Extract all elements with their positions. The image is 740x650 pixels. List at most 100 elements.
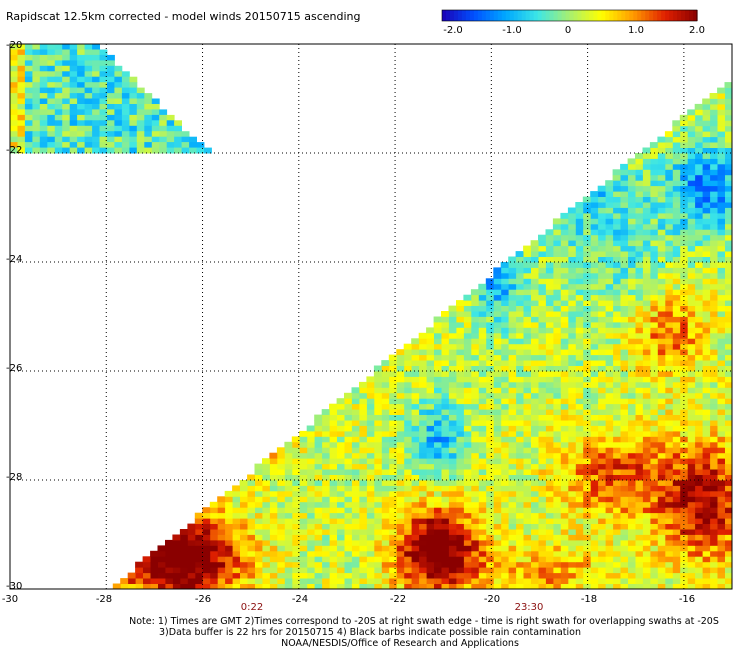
heatmap-cell [403, 349, 412, 356]
heatmap-cell [642, 420, 651, 426]
heatmap-cell [709, 518, 718, 524]
heatmap-cell [92, 44, 100, 50]
heatmap-cell [485, 289, 494, 296]
heatmap-cell [373, 496, 382, 503]
heatmap-cell [590, 480, 599, 486]
heatmap-cell [144, 125, 153, 132]
heatmap-cell [181, 131, 190, 138]
heatmap-cell [388, 425, 397, 432]
heatmap-cell [575, 267, 584, 274]
heatmap-cell [679, 218, 688, 225]
heatmap-cell [627, 490, 636, 497]
heatmap-cell [418, 403, 427, 410]
heatmap-cell [717, 289, 725, 296]
heatmap-cell [657, 507, 666, 514]
heatmap-cell [403, 387, 412, 394]
heatmap-cell [679, 458, 688, 465]
heatmap-cell [142, 583, 151, 590]
heatmap-cell [635, 283, 643, 290]
heatmap-cell [470, 512, 479, 519]
colorbar-segment [645, 10, 650, 21]
heatmap-cell [515, 262, 524, 268]
heatmap-cell [545, 469, 554, 475]
heatmap-cell [702, 136, 711, 143]
heatmap-cell [403, 556, 412, 563]
heatmap-cell [500, 469, 509, 475]
heatmap-cell [694, 267, 703, 274]
heatmap-cell [709, 376, 718, 383]
heatmap-cell [694, 207, 703, 214]
heatmap-cell [329, 409, 337, 415]
heatmap-cell [381, 578, 390, 584]
heatmap-cell [530, 518, 539, 524]
heatmap-cell [418, 371, 427, 377]
heatmap-cell [441, 458, 449, 465]
heatmap-cell [694, 114, 703, 121]
heatmap-cell [92, 125, 100, 132]
heatmap-cell [463, 485, 472, 492]
heatmap-cell [17, 147, 26, 154]
heatmap-cell [657, 321, 666, 328]
heatmap-cell [373, 507, 382, 514]
heatmap-cell [508, 409, 517, 415]
heatmap-cell [69, 71, 78, 78]
heatmap-cell [359, 501, 367, 508]
heatmap-cell [545, 518, 554, 524]
heatmap-cell [433, 381, 442, 388]
heatmap-cell [717, 338, 725, 345]
heatmap-cell [717, 447, 725, 454]
heatmap-cell [262, 556, 270, 563]
colorbar-segment [485, 10, 491, 21]
heatmap-cell [717, 485, 725, 492]
heatmap-cell [478, 550, 487, 557]
heatmap-cell [276, 578, 285, 584]
heatmap-cell [448, 414, 457, 421]
heatmap-cell [694, 343, 703, 350]
heatmap-cell [724, 447, 733, 454]
heatmap-cell [24, 131, 33, 138]
heatmap-cell [403, 490, 412, 497]
heatmap-cell [262, 534, 270, 541]
heatmap-cell [724, 572, 733, 579]
heatmap-cell [672, 212, 681, 219]
heatmap-cell [314, 485, 323, 492]
heatmap-cell [129, 114, 138, 121]
heatmap-cell [590, 223, 599, 230]
heatmap-cell [717, 436, 725, 443]
heatmap-cell [649, 251, 658, 257]
heatmap-cell [284, 507, 293, 514]
heatmap-cell [107, 120, 115, 127]
heatmap-cell [627, 191, 636, 197]
heatmap-cell [538, 436, 546, 443]
heatmap-cell [709, 403, 718, 410]
heatmap-cell [411, 376, 420, 383]
heatmap-cell [649, 218, 658, 225]
heatmap-cell [463, 572, 472, 579]
heatmap-cell [493, 321, 502, 328]
heatmap-cell [284, 545, 293, 552]
colorbar-segment [633, 10, 638, 21]
heatmap-cell [627, 441, 636, 448]
heatmap-cell [321, 436, 330, 443]
heatmap-cell [359, 567, 367, 574]
heatmap-cell [717, 409, 725, 415]
heatmap-cell [24, 65, 33, 72]
heatmap-cell [642, 501, 651, 508]
heatmap-cell [612, 223, 621, 230]
heatmap-cell [39, 71, 48, 78]
heatmap-cell [687, 583, 696, 590]
heatmap-cell [441, 474, 449, 481]
heatmap-cell [448, 578, 457, 584]
heatmap-cell [411, 371, 420, 377]
heatmap-cell [523, 376, 531, 383]
heatmap-cell [657, 163, 666, 170]
y-tick-label: -26 [6, 363, 22, 374]
heatmap-cell [463, 420, 472, 426]
heatmap-cell [612, 262, 621, 268]
heatmap-cell [217, 550, 226, 557]
heatmap-cell [344, 534, 352, 541]
heatmap-cell [575, 294, 584, 301]
heatmap-cell [687, 163, 696, 170]
heatmap-cell [418, 561, 427, 568]
heatmap-cell [597, 365, 606, 372]
